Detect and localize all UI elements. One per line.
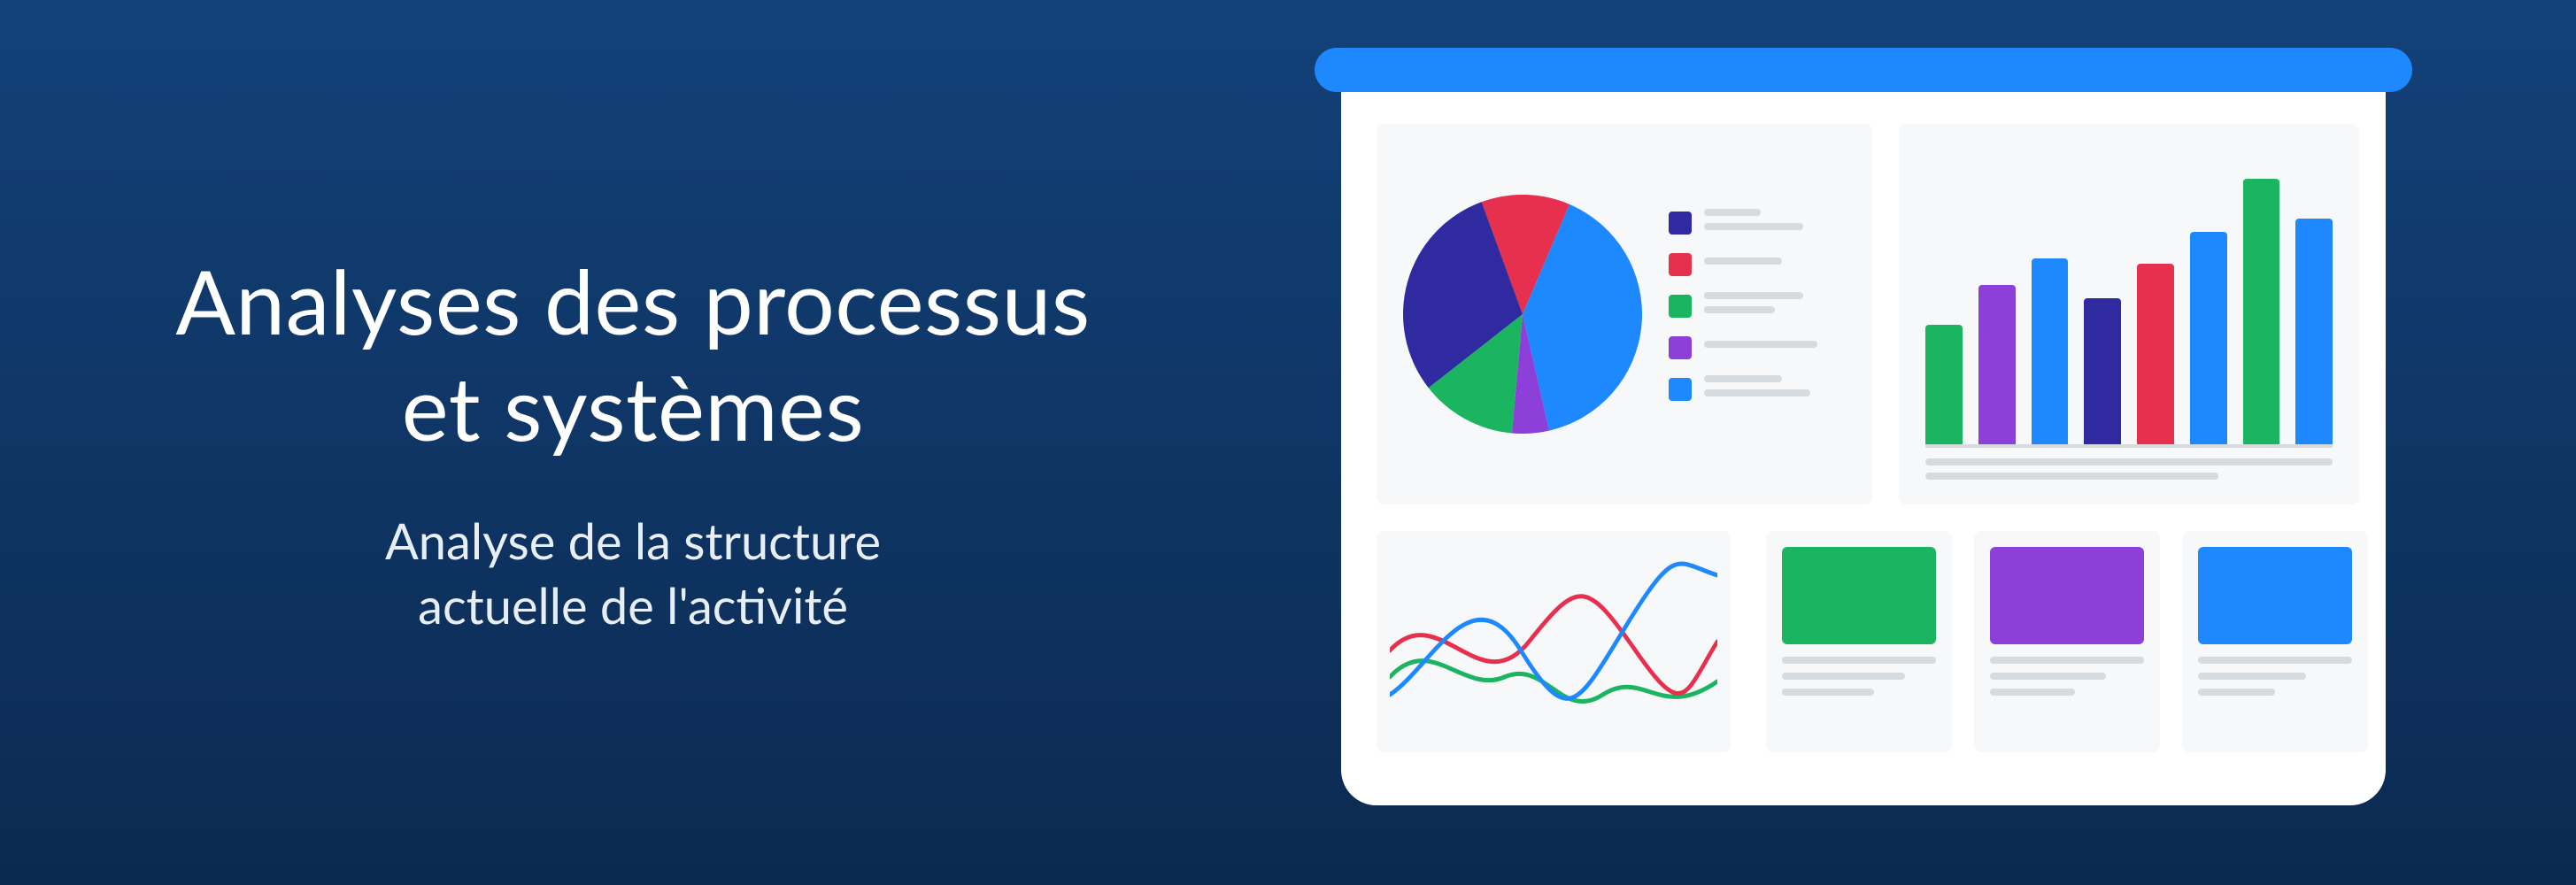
line-chart-icon xyxy=(1390,544,1717,739)
pie-chart xyxy=(1403,195,1642,434)
legend-swatch xyxy=(1669,336,1692,359)
card-header-block xyxy=(1990,547,2144,644)
line-series xyxy=(1390,564,1717,698)
legend-row xyxy=(1669,375,1846,404)
card-placeholder-lines xyxy=(2198,657,2352,704)
legend-swatch xyxy=(1669,253,1692,276)
bar xyxy=(2243,179,2280,444)
illustration-wrap xyxy=(1151,80,2576,805)
legend-row xyxy=(1669,209,1846,237)
card-placeholder-lines xyxy=(1990,657,2144,704)
card-header-block xyxy=(1782,547,1936,644)
legend-row xyxy=(1669,292,1846,320)
title-line-1: Analyses des processus xyxy=(175,248,1090,354)
bar xyxy=(2190,232,2227,444)
info-card xyxy=(2182,531,2368,752)
legend-row xyxy=(1669,336,1846,359)
info-card xyxy=(1766,531,1952,752)
bar-chart xyxy=(1925,150,2333,448)
bar-chart-panel xyxy=(1899,124,2359,504)
legend-placeholder-lines xyxy=(1704,292,1846,320)
legend-placeholder-lines xyxy=(1704,258,1846,272)
title-line-2: et systèmes xyxy=(402,354,865,460)
page-title: Analyses des processus et systèmes xyxy=(115,248,1151,460)
card-header-block xyxy=(2198,547,2352,644)
legend-placeholder-lines xyxy=(1704,209,1846,237)
subtitle-line-1: Analyse de la structure xyxy=(385,511,881,570)
bar-chart-caption-lines xyxy=(1925,458,2333,487)
dashboard-board xyxy=(1341,80,2386,805)
legend-placeholder-lines xyxy=(1704,375,1846,404)
cards-row xyxy=(1766,531,2368,752)
bar xyxy=(2137,264,2174,444)
page-subtitle: Analyse de la structure actuelle de l'ac… xyxy=(115,509,1151,638)
legend-swatch xyxy=(1669,212,1692,235)
pie-chart-panel xyxy=(1377,124,1872,504)
subtitle-line-2: actuelle de l'activité xyxy=(418,575,848,635)
text-block: Analyses des processus et systèmes Analy… xyxy=(0,248,1151,638)
legend-row xyxy=(1669,253,1846,276)
bar xyxy=(2084,298,2121,444)
legend-placeholder-lines xyxy=(1704,341,1846,355)
legend-swatch xyxy=(1669,295,1692,318)
bar xyxy=(1978,285,2016,444)
line-chart-panel xyxy=(1377,531,1731,752)
bar xyxy=(1925,325,1963,444)
info-card xyxy=(1974,531,2160,752)
bar xyxy=(2032,258,2069,444)
pie-chart-icon xyxy=(1403,195,1642,434)
bar xyxy=(2295,219,2333,444)
pie-legend xyxy=(1669,209,1846,419)
board-top-bar xyxy=(1315,48,2412,92)
card-placeholder-lines xyxy=(1782,657,1936,704)
legend-swatch xyxy=(1669,378,1692,401)
